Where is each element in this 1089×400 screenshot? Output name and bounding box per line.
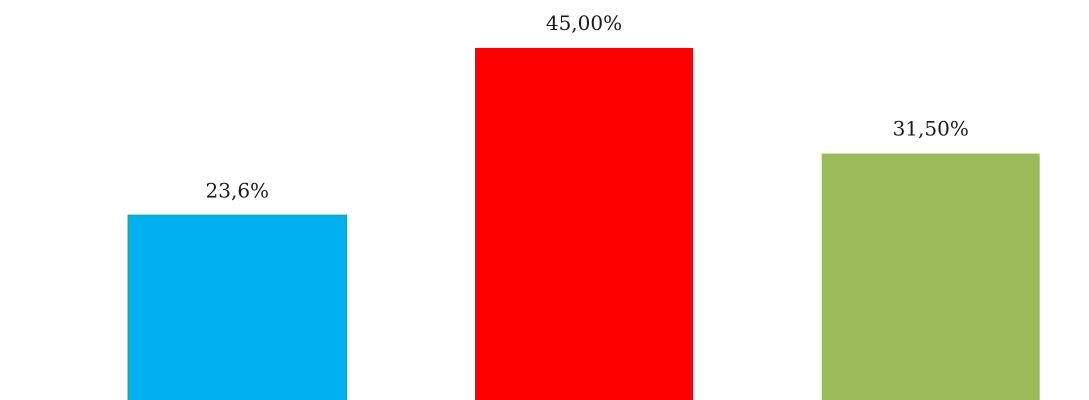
data-label-3: 31,50% — [893, 117, 969, 141]
data-label-1: 23,6% — [206, 178, 270, 202]
bars-group — [127, 48, 1040, 400]
data-labels-group: 23,6% 45,00% 31,50% — [206, 11, 969, 202]
bar-2 — [475, 48, 693, 400]
bar-1 — [127, 214, 348, 400]
bar-3 — [821, 153, 1040, 400]
data-label-2: 45,00% — [546, 11, 622, 35]
